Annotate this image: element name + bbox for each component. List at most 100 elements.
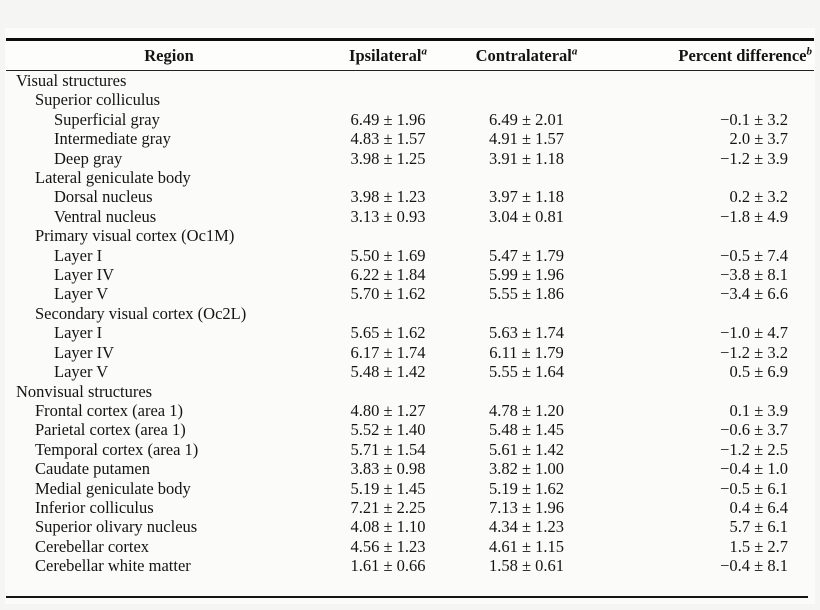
region-cell: Layer I	[54, 323, 103, 343]
region-cell: Layer V	[54, 362, 109, 382]
contralateral-value-cell: 5.48 ± 1.45	[488, 420, 565, 440]
percent-difference-cell: −1.2 ± 3.2	[720, 342, 788, 362]
table-row: Nonvisual structures	[6, 382, 814, 401]
table-row: Superior colliculus	[6, 90, 814, 109]
percent-difference-cell: −0.6 ± 3.7	[720, 420, 788, 440]
col-header-region-label: Region	[144, 45, 194, 65]
percent-difference-cell: −3.8 ± 8.1	[720, 265, 788, 285]
percent-difference-cell: −1.0 ± 4.7	[720, 323, 788, 343]
contralateral-value-cell: 5.55 ± 1.64	[488, 362, 565, 382]
percent-difference-cell: −1.8 ± 4.9	[720, 206, 788, 226]
table-row: Caudate putamen 3.83 ± 0.98 3.82 ± 1.00 …	[6, 459, 814, 478]
ipsilateral-value-cell: 5.70 ± 1.62	[350, 284, 426, 304]
table-row: Secondary visual cortex (Oc2L)	[6, 304, 814, 323]
contralateral-value-cell: 6.11 ± 1.79	[489, 342, 564, 362]
table-row: Superficial gray 6.49 ± 1.96 6.49 ± 2.01…	[6, 110, 814, 129]
contralateral-value-cell: 7.13 ± 1.96	[488, 497, 565, 517]
table-row: Ventral nucleus 3.13 ± 0.93 3.04 ± 0.81 …	[6, 207, 814, 226]
region-cell: Superior colliculus	[35, 90, 161, 110]
region-cell: Parietal cortex (area 1)	[35, 420, 186, 440]
region-cell: Nonvisual structures	[16, 381, 153, 401]
contralateral-value-cell: 5.61 ± 1.42	[488, 439, 565, 459]
table-row: Superior olivary nucleus 4.08 ± 1.10 4.3…	[6, 517, 814, 536]
header-row: Region Ipsilaterala Contralaterala Perce…	[6, 38, 814, 71]
table-row: Visual structures	[6, 71, 814, 91]
col-header-ipsilateral: Ipsilaterala	[332, 38, 444, 71]
table-row: Medial geniculate body 5.19 ± 1.45 5.19 …	[6, 479, 814, 498]
ipsilateral-value-cell: 6.22 ± 1.84	[350, 265, 426, 285]
contralateral-value-cell: 5.19 ± 1.62	[488, 478, 565, 498]
ipsilateral-value-cell: 6.17 ± 1.74	[350, 342, 426, 362]
percent-difference-cell	[609, 226, 814, 245]
ipsilateral-value-cell: 5.52 ± 1.40	[350, 420, 426, 440]
col-header-percent-difference: Percent differenceb	[609, 38, 814, 71]
ipsilateral-value-cell: 5.48 ± 1.42	[350, 362, 426, 382]
table-body: Visual structures Superior colliculus Su…	[6, 71, 814, 576]
region-cell: Ventral nucleus	[54, 206, 157, 226]
percent-difference-cell: 0.5 ± 6.9	[729, 362, 788, 382]
percent-difference-cell: 2.0 ± 3.7	[729, 129, 788, 149]
region-cell: Intermediate gray	[54, 129, 171, 149]
contralateral-value-cell	[444, 168, 609, 187]
region-cell: Layer IV	[54, 265, 115, 285]
table-row: Primary visual cortex (Oc1M)	[6, 226, 814, 245]
contralateral-value-cell	[444, 226, 609, 245]
region-cell: Visual structures	[16, 71, 127, 90]
region-cell: Caudate putamen	[35, 459, 151, 479]
ipsilateral-value-cell: 6.49 ± 1.96	[350, 109, 426, 129]
contralateral-value-cell: 4.91 ± 1.57	[488, 129, 565, 149]
ipsilateral-value-cell: 5.19 ± 1.45	[350, 478, 426, 498]
ipsilateral-value-cell	[332, 304, 444, 323]
region-cell: Inferior colliculus	[35, 497, 154, 517]
col-header-percent-difference-label: Percent difference	[678, 45, 807, 65]
ipsilateral-value-cell	[332, 226, 444, 245]
region-cell: Cerebellar cortex	[35, 536, 150, 556]
region-cell: Cerebellar white matter	[35, 556, 191, 576]
region-cell: Deep gray	[54, 148, 123, 168]
ipsilateral-value-cell: 5.71 ± 1.54	[350, 439, 426, 459]
ipsilateral-value-cell: 1.61 ± 0.66	[350, 556, 426, 576]
region-cell: Temporal cortex (area 1)	[35, 439, 199, 459]
table-row: Intermediate gray 4.83 ± 1.57 4.91 ± 1.5…	[6, 129, 814, 148]
contralateral-value-cell: 3.97 ± 1.18	[488, 187, 565, 207]
contralateral-value-cell: 3.91 ± 1.18	[488, 148, 565, 168]
percent-difference-cell: −1.2 ± 2.5	[720, 439, 788, 459]
table-row: Layer I 5.65 ± 1.62 5.63 ± 1.74 −1.0 ± 4…	[6, 323, 814, 342]
table-row: Parietal cortex (area 1) 5.52 ± 1.40 5.4…	[6, 420, 814, 439]
region-cell: Secondary visual cortex (Oc2L)	[35, 303, 247, 323]
contralateral-value-cell: 4.34 ± 1.23	[488, 517, 565, 537]
contralateral-value-cell	[444, 382, 609, 401]
percent-difference-cell: −0.5 ± 7.4	[720, 245, 788, 265]
footnote-marker-a: a	[421, 45, 427, 57]
ipsilateral-value-cell	[332, 90, 444, 109]
percent-difference-cell	[609, 90, 814, 109]
percent-difference-cell: −3.4 ± 6.6	[720, 284, 788, 304]
percent-difference-cell: −0.4 ± 8.1	[720, 556, 788, 576]
region-cell: Medial geniculate body	[35, 478, 191, 498]
ipsilateral-value-cell: 3.13 ± 0.93	[350, 206, 426, 226]
table-row: Frontal cortex (area 1) 4.80 ± 1.27 4.78…	[6, 401, 814, 420]
percent-difference-cell: 0.4 ± 6.4	[729, 497, 788, 517]
table-row: Layer V 5.48 ± 1.42 5.55 ± 1.64 0.5 ± 6.…	[6, 362, 814, 381]
table-row: Deep gray 3.98 ± 1.25 3.91 ± 1.18 −1.2 ±…	[6, 149, 814, 168]
col-header-ipsilateral-label: Ipsilateral	[349, 45, 422, 65]
percent-difference-cell: −0.4 ± 1.0	[720, 459, 788, 479]
region-cell: Superior olivary nucleus	[35, 517, 198, 537]
ipsilateral-value-cell: 5.50 ± 1.69	[350, 245, 426, 265]
table-row: Layer I 5.50 ± 1.69 5.47 ± 1.79 −0.5 ± 7…	[6, 246, 814, 265]
percent-difference-cell: 0.2 ± 3.2	[729, 187, 788, 207]
region-cell: Primary visual cortex (Oc1M)	[35, 226, 235, 246]
contralateral-value-cell: 6.49 ± 2.01	[488, 109, 565, 129]
contralateral-value-cell: 3.04 ± 0.81	[488, 206, 565, 226]
contralateral-value-cell: 3.82 ± 1.00	[488, 459, 565, 479]
region-cell: Dorsal nucleus	[54, 187, 153, 207]
table-row: Layer IV 6.17 ± 1.74 6.11 ± 1.79 −1.2 ± …	[6, 343, 814, 362]
ipsilateral-value-cell: 7.21 ± 2.25	[350, 497, 426, 517]
percent-difference-cell: −0.5 ± 6.1	[720, 478, 788, 498]
table-row: Temporal cortex (area 1) 5.71 ± 1.54 5.6…	[6, 440, 814, 459]
percent-difference-cell: 5.7 ± 6.1	[729, 517, 788, 537]
percent-difference-cell	[609, 304, 814, 323]
contralateral-value-cell: 5.47 ± 1.79	[488, 245, 565, 265]
percent-difference-cell: 1.5 ± 2.7	[729, 536, 788, 556]
